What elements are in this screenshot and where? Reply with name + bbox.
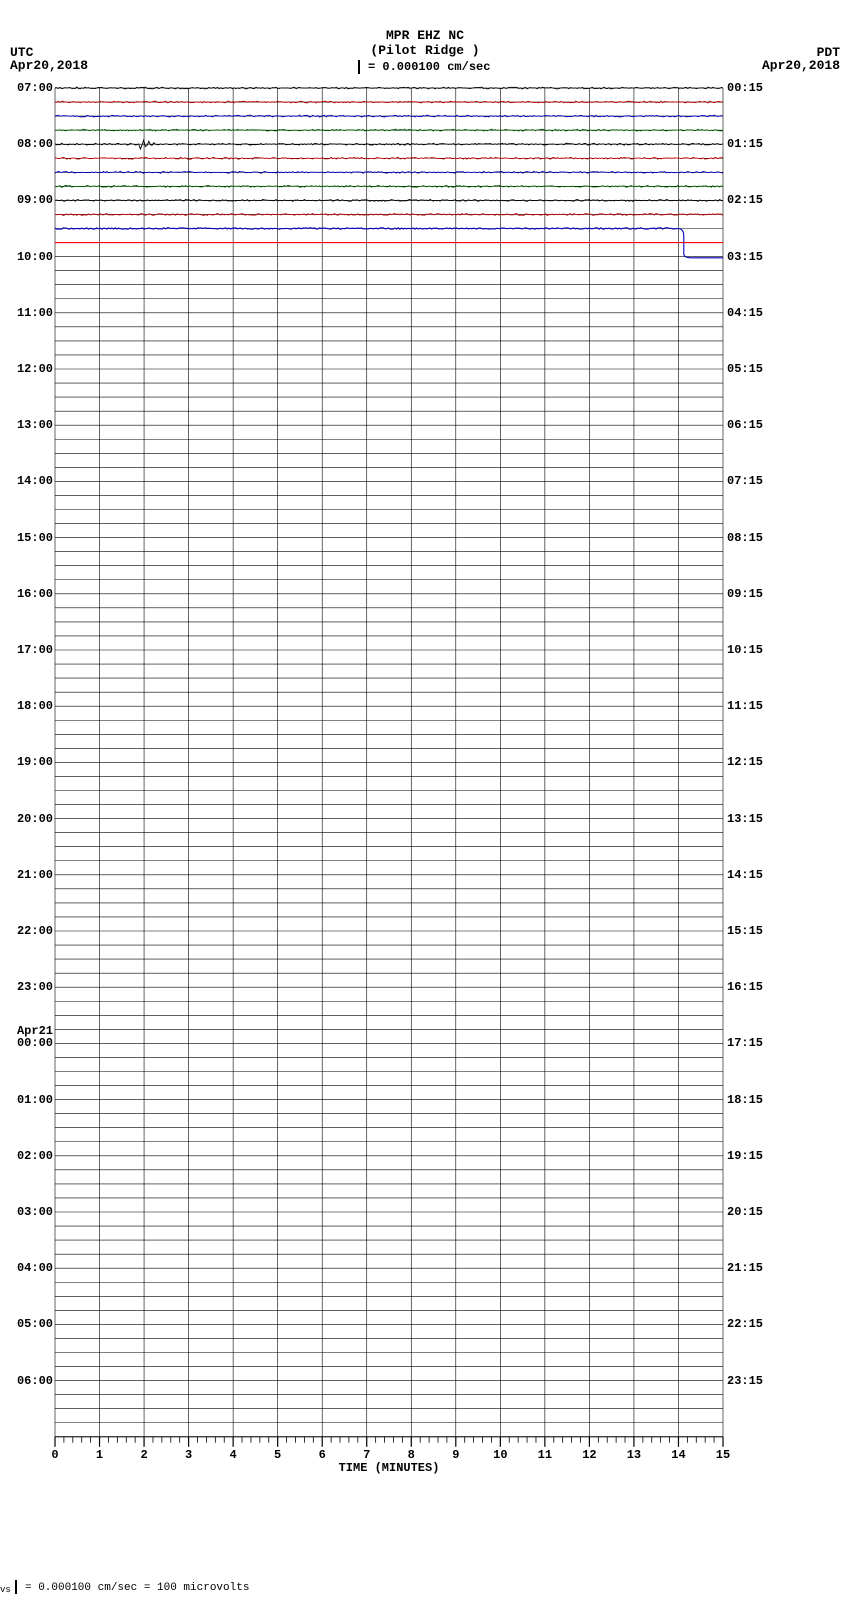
xaxis-tick-label: 5 <box>274 1448 281 1462</box>
xaxis-tick-label: 1 <box>96 1448 103 1462</box>
left-hour-label: 15:00 <box>17 531 53 545</box>
right-hour-label: 20:15 <box>727 1205 763 1219</box>
right-hour-label: 18:15 <box>727 1093 763 1107</box>
left-hour-label: 03:00 <box>17 1205 53 1219</box>
xaxis-tick-label: 15 <box>716 1448 730 1462</box>
right-hour-label: 05:15 <box>727 362 763 376</box>
right-hour-label: 14:15 <box>727 868 763 882</box>
right-hour-label: 06:15 <box>727 418 763 432</box>
left-hour-label: 18:00 <box>17 699 53 713</box>
right-hour-label: 19:15 <box>727 1149 763 1163</box>
scale-bar-footer-icon <box>15 1580 17 1594</box>
right-hour-label: 15:15 <box>727 924 763 938</box>
right-hour-label: 08:15 <box>727 531 763 545</box>
xaxis-tick-label: 13 <box>627 1448 641 1462</box>
xaxis-tick-label: 12 <box>582 1448 596 1462</box>
right-hour-label: 03:15 <box>727 250 763 264</box>
left-hour-label: 02:00 <box>17 1149 53 1163</box>
right-hour-label: 00:15 <box>727 81 763 95</box>
left-hour-label: 21:00 <box>17 868 53 882</box>
right-hour-label: 13:15 <box>727 812 763 826</box>
left-hour-label: 19:00 <box>17 755 53 769</box>
xaxis-tick-label: 0 <box>51 1448 58 1462</box>
right-hour-label: 01:15 <box>727 137 763 151</box>
right-hour-label: 16:15 <box>727 980 763 994</box>
scale-text-footer: = 0.000100 cm/sec = 100 microvolts <box>25 1582 249 1594</box>
right-hour-label: 04:15 <box>727 306 763 320</box>
right-hour-label: 12:15 <box>727 755 763 769</box>
right-hour-label: 10:15 <box>727 643 763 657</box>
left-hour-label: 04:00 <box>17 1261 53 1275</box>
left-hour-label: 01:00 <box>17 1093 53 1107</box>
xaxis-tick-label: 8 <box>408 1448 415 1462</box>
left-hour-label: 13:00 <box>17 418 53 432</box>
xaxis-tick-label: 2 <box>140 1448 147 1462</box>
xaxis-tick-label: 9 <box>452 1448 459 1462</box>
left-hour-label: 00:00 <box>17 1036 53 1050</box>
right-hour-label: 11:15 <box>727 699 763 713</box>
right-hour-label: 23:15 <box>727 1374 763 1388</box>
left-hour-label: 20:00 <box>17 812 53 826</box>
xaxis-tick-label: 11 <box>538 1448 552 1462</box>
left-hour-label: 14:00 <box>17 474 53 488</box>
right-hour-label: 22:15 <box>727 1317 763 1331</box>
xaxis-tick-label: 10 <box>493 1448 507 1462</box>
left-hour-label: 05:00 <box>17 1317 53 1331</box>
left-hour-label: 08:00 <box>17 137 53 151</box>
left-hour-label: 10:00 <box>17 250 53 264</box>
scale-prefix: vs <box>0 1585 11 1595</box>
xaxis-tick-label: 6 <box>319 1448 326 1462</box>
xaxis-title: TIME (MINUTES) <box>339 1461 440 1475</box>
left-hour-label: 17:00 <box>17 643 53 657</box>
right-hour-label: 09:15 <box>727 587 763 601</box>
helicorder-plot <box>0 0 850 1613</box>
xaxis-tick-label: 7 <box>363 1448 370 1462</box>
left-hour-label: 22:00 <box>17 924 53 938</box>
left-hour-label: 09:00 <box>17 193 53 207</box>
left-hour-label: 12:00 <box>17 362 53 376</box>
xaxis-tick-label: 3 <box>185 1448 192 1462</box>
xaxis-tick-label: 14 <box>671 1448 685 1462</box>
left-hour-label: 23:00 <box>17 980 53 994</box>
left-hour-label: 11:00 <box>17 306 53 320</box>
left-hour-label: 16:00 <box>17 587 53 601</box>
right-hour-label: 21:15 <box>727 1261 763 1275</box>
xaxis-tick-label: 4 <box>230 1448 237 1462</box>
right-hour-label: 07:15 <box>727 474 763 488</box>
right-hour-label: 17:15 <box>727 1036 763 1050</box>
left-hour-label: 06:00 <box>17 1374 53 1388</box>
right-hour-label: 02:15 <box>727 193 763 207</box>
left-hour-label: 07:00 <box>17 81 53 95</box>
